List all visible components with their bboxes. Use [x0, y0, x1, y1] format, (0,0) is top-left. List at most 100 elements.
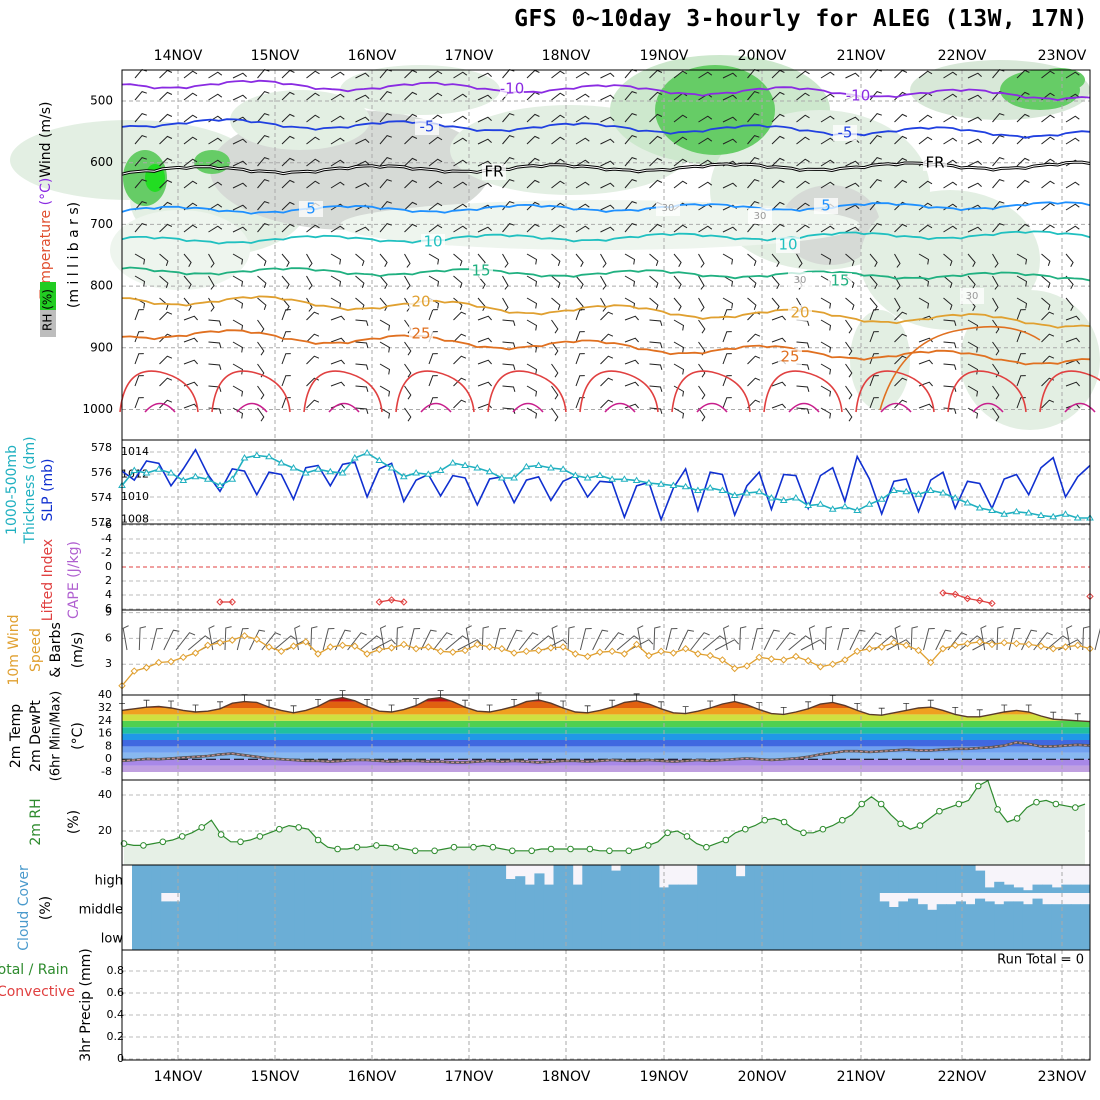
wind-barb [894, 399, 908, 409]
wind-barb [869, 135, 882, 145]
wind-label-2: Speed [28, 628, 44, 672]
wind-barb [747, 91, 760, 101]
cloud-bar-low [965, 921, 976, 950]
cloud-bar-middle [812, 893, 823, 921]
temp-band [122, 765, 1090, 772]
wind-barb [404, 385, 412, 400]
cloud-bar-high [1013, 887, 1024, 893]
thickness-point [632, 476, 641, 483]
wind-barb [159, 311, 173, 321]
cloud-bar-high [975, 870, 986, 893]
wind-barb [992, 297, 999, 312]
wind-barb [673, 158, 688, 167]
wind-barb [624, 337, 639, 343]
wind-barb [208, 275, 215, 290]
temp-minmax-bar [731, 694, 738, 702]
surface-barb [861, 632, 882, 651]
temp-minmax-bar [388, 704, 395, 712]
cloud-bar-low [726, 921, 737, 950]
wind-barb [551, 297, 561, 310]
top-date-label-17NOV: 17NOV [445, 48, 494, 64]
wind-barb [257, 385, 265, 400]
wind-speed-point [130, 667, 138, 675]
contour-label-bg [960, 288, 984, 304]
temp-minmax-bar [584, 705, 591, 713]
wind-barb [134, 135, 147, 145]
cloud-bar-low [936, 921, 947, 950]
wind-barb [257, 341, 265, 356]
wind-barb [992, 275, 999, 290]
wind-barb [649, 297, 659, 310]
wind-barb [869, 223, 882, 233]
thickness-point [755, 487, 764, 495]
cloud-bar-low [199, 921, 210, 950]
cloud-bar-middle [764, 893, 775, 921]
li-tick--2: -2 [101, 546, 112, 559]
cloud-bar-high [304, 865, 315, 893]
contour-label-20: 20 [411, 293, 430, 311]
wind-barb [869, 113, 882, 123]
cloud-bar-middle [543, 893, 554, 921]
contour-label-bg [409, 326, 433, 342]
cloud-unit: (%) [38, 896, 54, 920]
rh-point [392, 843, 400, 851]
cloud-bar-low [821, 921, 832, 950]
wind-barb [600, 160, 615, 167]
wind-barb [208, 137, 223, 145]
temp-minmax-bar [364, 699, 371, 707]
wind-barb [943, 253, 953, 266]
wind-barb [575, 253, 584, 268]
cloud-bar-middle [975, 898, 986, 921]
wind-barb [526, 275, 538, 287]
isotherm-15 [121, 266, 1091, 282]
wind-barb [379, 363, 391, 375]
cloud-bar-high [936, 865, 947, 893]
wind-speed-point [767, 655, 776, 663]
wind-barb [796, 202, 810, 211]
wind-barb [894, 179, 908, 189]
contour-label-15: 15 [471, 262, 490, 280]
wind-barb [257, 157, 270, 167]
wind-barb [134, 179, 147, 189]
wind-barb [624, 253, 636, 265]
cloud-bar-middle [697, 893, 708, 921]
cloud-bar-low [1051, 921, 1062, 950]
wind-barb [257, 91, 270, 101]
thickness-point [939, 489, 947, 496]
cloud-bar-high [438, 865, 449, 893]
wind-barb [673, 341, 685, 353]
surface-barb [208, 625, 215, 651]
wind-barb [159, 297, 169, 310]
wind-barb [502, 113, 515, 123]
wind-barb [820, 159, 835, 167]
cloud-bar-high [457, 865, 468, 893]
cloud-bar-middle [151, 893, 162, 921]
wind-speed-point [779, 656, 788, 664]
wind-speed-point [289, 642, 298, 650]
surface-barb [187, 635, 211, 651]
cloud-bar-middle [706, 893, 717, 921]
cloud-bar-low [668, 921, 679, 950]
bottom-date-label-20NOV: 20NOV [738, 1069, 787, 1085]
thickness-point [853, 506, 862, 513]
wind-barb [943, 71, 958, 79]
surface-barb [579, 628, 592, 651]
wind-barb [820, 297, 832, 309]
cloud-bar-high [505, 879, 516, 893]
wind-speed-point [1000, 638, 1008, 647]
thickness-point [596, 471, 604, 478]
surface-barb [163, 629, 180, 651]
wind-barb [894, 377, 908, 387]
wind-barb [526, 363, 538, 375]
isotherm-35-loop [420, 402, 452, 413]
wind-barb [183, 180, 198, 189]
wind-barb [257, 319, 265, 334]
cloud-bar-middle [735, 893, 746, 921]
wind-speed-point [302, 638, 310, 646]
wind-barb [453, 355, 467, 365]
surface-barb [408, 628, 421, 651]
top-date-label-16NOV: 16NOV [348, 48, 397, 64]
cloud-bar-middle [869, 893, 880, 921]
saturated-shade-2 [655, 65, 775, 155]
cloud-bar-high [1080, 884, 1091, 893]
